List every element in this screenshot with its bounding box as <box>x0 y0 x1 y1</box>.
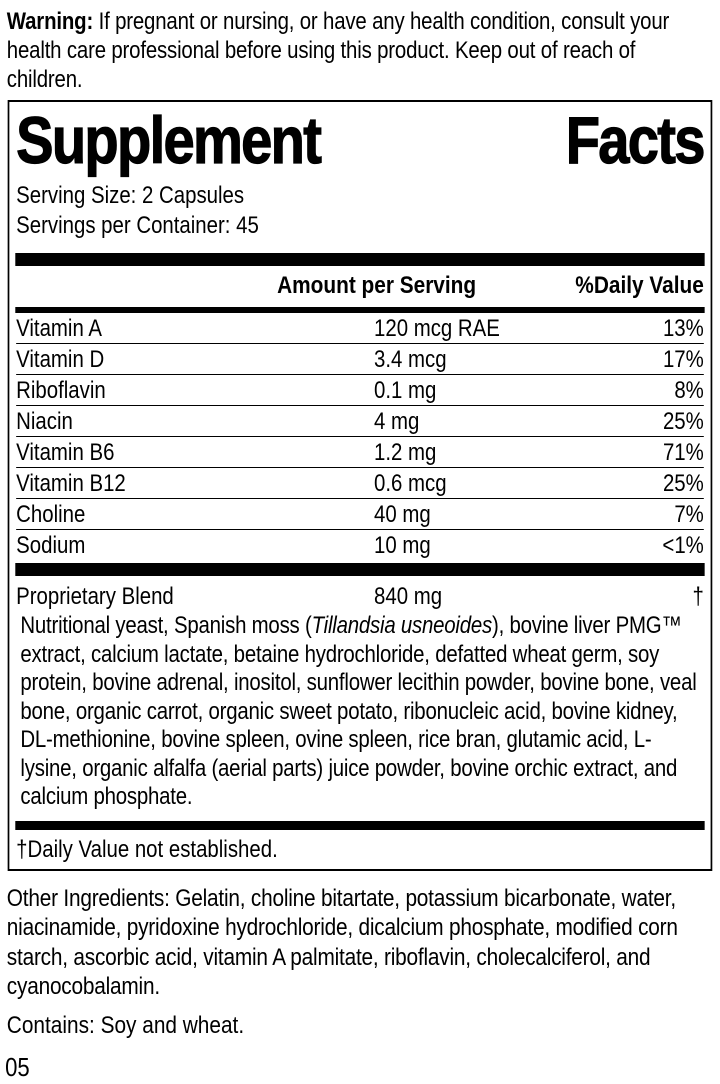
footer-code: 05 <box>5 1052 30 1082</box>
nutrient-row: Riboflavin 0.1 mg 8% <box>16 375 704 406</box>
nutrient-amount: 4 mg <box>374 407 420 435</box>
nutrient-name: Vitamin B12 <box>16 469 126 497</box>
nutrient-row: Vitamin B12 0.6 mcg 25% <box>16 468 704 499</box>
nutrient-name: Choline <box>16 500 86 528</box>
nutrient-name: Vitamin A <box>16 314 102 342</box>
nutrient-name: Riboflavin <box>16 376 106 404</box>
nutrient-amount: 0.1 mg <box>374 376 437 404</box>
panel-title-word-2: Facts <box>565 103 706 177</box>
nutrient-daily-value: 25% <box>662 469 704 497</box>
supplement-facts-panel: Supplement Facts Serving Size: 2 Capsule… <box>7 100 713 871</box>
thick-divider-blend <box>15 563 705 576</box>
nutrient-row: Sodium 10 mg <1% <box>16 530 704 560</box>
nutrient-row: Choline 40 mg 7% <box>16 499 704 530</box>
thick-divider-top <box>15 253 705 266</box>
serving-info: Serving Size: 2 Capsules Servings per Co… <box>16 181 704 241</box>
panel-title: Supplement Facts <box>16 102 706 177</box>
medium-divider-header <box>15 307 705 313</box>
nutrient-name: Niacin <box>16 407 73 435</box>
nutrient-amount: 40 mg <box>374 500 431 528</box>
blend-amount: 840 mg <box>374 583 443 610</box>
label-page: Warning: If pregnant or nursing, or have… <box>0 7 720 1081</box>
medium-divider-footnote <box>15 820 705 830</box>
other-ingredients-text: Other Ingredients: Gelatin, choline bita… <box>6 884 678 1001</box>
nutrient-daily-value: 17% <box>662 345 704 373</box>
nutrient-daily-value: <1% <box>662 531 704 559</box>
daily-value-header: %Daily Value <box>575 272 704 299</box>
nutrient-name: Vitamin D <box>16 345 105 373</box>
nutrient-daily-value: 71% <box>662 438 704 466</box>
nutrient-daily-value: 8% <box>674 376 704 404</box>
nutrient-row: Vitamin B6 1.2 mg 71% <box>16 437 704 468</box>
amount-per-serving-header: Amount per Serving <box>277 272 477 299</box>
nutrient-row: Vitamin D 3.4 mcg 17% <box>16 344 704 375</box>
serving-size: Serving Size: 2 Capsules <box>16 182 245 209</box>
nutrient-daily-value: 7% <box>674 500 704 528</box>
allergen-contains-text: Contains: Soy and wheat. <box>6 1011 245 1039</box>
nutrient-name: Vitamin B6 <box>16 438 115 466</box>
daily-value-footnote: †Daily Value not established. <box>16 835 278 863</box>
nutrient-row: Niacin 4 mg 25% <box>16 406 704 437</box>
nutrient-row: Vitamin A 120 mcg RAE 13% <box>16 313 704 344</box>
nutrient-amount: 10 mg <box>374 531 431 559</box>
proprietary-blend-row: Proprietary Blend 840 mg † <box>16 576 704 609</box>
nutrient-name: Sodium <box>16 531 86 559</box>
nutrient-amount: 3.4 mcg <box>374 345 447 373</box>
servings-per-container: Servings per Container: 45 <box>16 212 259 239</box>
blend-description: Nutritional yeast, Spanish moss (Tilland… <box>20 612 697 810</box>
nutrient-amount: 120 mcg RAE <box>374 314 500 342</box>
nutrient-amount: 0.6 mcg <box>374 469 447 497</box>
blend-daily-value-dagger: † <box>692 583 704 610</box>
panel-title-word-1: Supplement <box>16 103 323 177</box>
nutrient-rows: Vitamin A 120 mcg RAE 13% Vitamin D 3.4 … <box>16 313 704 560</box>
blend-name: Proprietary Blend <box>16 583 174 610</box>
nutrient-daily-value: 25% <box>662 407 704 435</box>
warning-text: Warning: If pregnant or nursing, or have… <box>6 8 670 93</box>
nutrient-daily-value: 13% <box>662 314 704 342</box>
column-header-row: Amount per Serving %Daily Value <box>16 266 704 307</box>
nutrient-amount: 1.2 mg <box>374 438 437 466</box>
